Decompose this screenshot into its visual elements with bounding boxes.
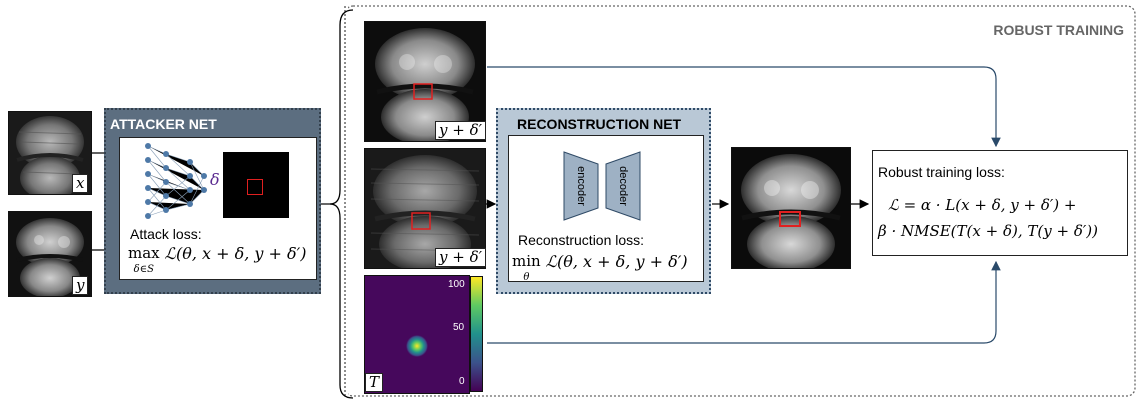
colorbar	[470, 276, 483, 392]
label-x: x	[72, 174, 89, 193]
encoder-decoder-graphic: encoder decoder	[563, 151, 641, 221]
reconstruction-net-title: RECONSTRUCTION NET	[517, 116, 682, 132]
perturbation-image	[223, 152, 289, 218]
robust-loss-line1: ℒ = α · L(x + δ, y + δ′) +	[888, 196, 1077, 214]
reconstruction-output-image	[731, 147, 851, 269]
attacker-network-graph	[145, 143, 207, 219]
decoder-text: decoder	[617, 166, 629, 206]
attack-loss-label: Attack loss:	[130, 226, 202, 242]
colorbar-tick-0: 0	[459, 376, 465, 387]
attack-loss-expr: ℒ(θ, x + δ, y + δ′)	[164, 244, 307, 263]
attack-loss-formula: max δ∈S ℒ(θ, x + δ, y + δ′)	[128, 244, 307, 280]
label-mask-t: T	[365, 373, 384, 392]
attack-loss-sub: δ∈S	[133, 264, 154, 275]
reconstruction-loss-formula: min θ ℒ(θ, x + δ, y + δ′)	[512, 252, 688, 288]
attacker-net-title: ATTACKER NET	[110, 116, 217, 132]
label-y: y	[72, 276, 89, 295]
attack-loss-op: max	[128, 244, 160, 262]
curly-brace	[329, 9, 354, 399]
robust-loss-label: Robust training loss:	[878, 164, 1005, 180]
robust-training-frame	[344, 5, 1136, 397]
recon-loss-sub: θ	[523, 272, 530, 283]
recon-loss-expr: ℒ(θ, x + δ, y + δ′)	[545, 252, 688, 271]
target-image-top	[364, 21, 486, 142]
delta-symbol: δ	[210, 170, 220, 189]
encoder-text: encoder	[575, 166, 587, 206]
arrow-mask-to-loss	[487, 260, 1001, 344]
colorbar-tick-50: 50	[453, 322, 465, 333]
mask-heatmap	[364, 275, 470, 394]
label-target-mid: y + δ′	[435, 248, 487, 267]
colorbar-tick-100: 100	[448, 279, 465, 290]
robust-training-title: ROBUST TRAINING	[993, 22, 1124, 38]
robust-loss-line2: β · NMSE(T(x + δ), T(y + δ′))	[878, 222, 1098, 240]
robust-loss-box	[872, 150, 1128, 256]
label-target-top: y + δ′	[435, 121, 487, 140]
arrow-target-to-loss	[487, 66, 1001, 148]
reconstruction-loss-label: Reconstruction loss:	[518, 232, 645, 248]
recon-loss-op: min	[512, 252, 541, 270]
